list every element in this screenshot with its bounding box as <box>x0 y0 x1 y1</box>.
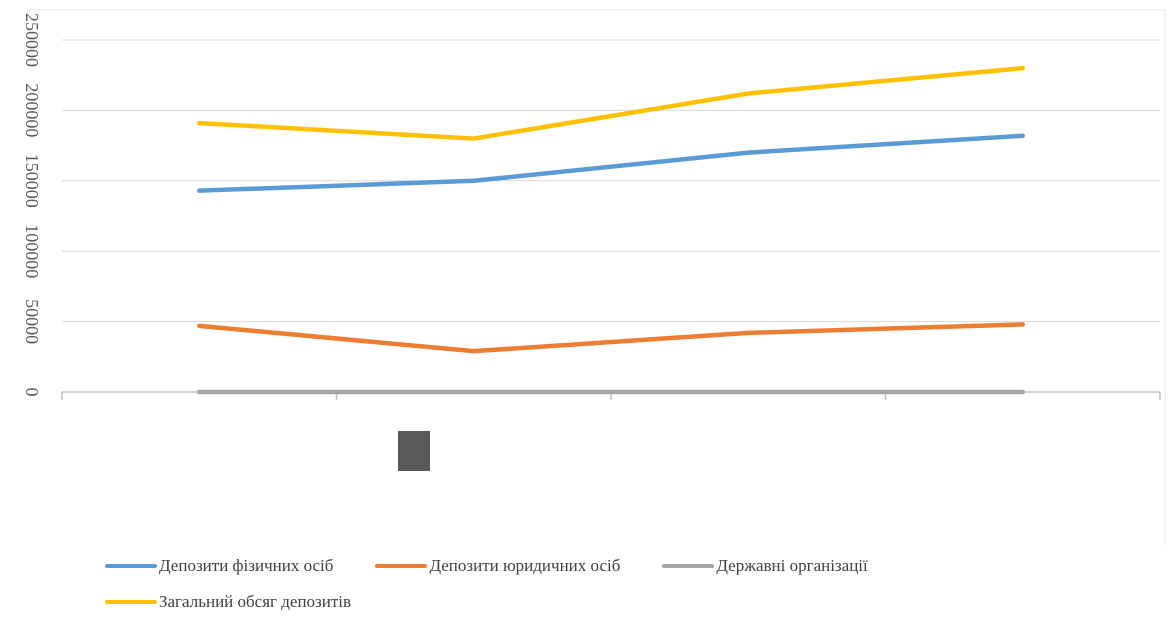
legend-item-4: Загальний обсяг депозитів <box>105 592 351 612</box>
series-line-4 <box>197 65 1025 141</box>
chart-legend: Депозити фізичних осіб Депозити юридичних… <box>105 556 1105 612</box>
series-line-2 <box>197 322 1025 354</box>
series-line-1 <box>197 133 1025 193</box>
legend-label: Загальний обсяг депозитів <box>159 592 352 611</box>
y-tick-label: 200000 <box>22 83 42 137</box>
y-tick-label: 0 <box>22 388 42 397</box>
legend-swatch <box>375 564 428 568</box>
y-tick-label: 50000 <box>22 299 42 344</box>
y-tick-label: 250000 <box>22 13 42 67</box>
legend-label: Депозити фізичних осіб <box>159 556 334 575</box>
line-chart: 0 50000 100000 150000 200000 250000 <box>22 9 1166 545</box>
legend-swatch <box>105 564 157 568</box>
legend-item-2: Депозити юридичних осіб <box>375 556 620 576</box>
legend-swatch <box>105 600 157 604</box>
legend-item-3: Державні організації <box>662 556 868 576</box>
gray-square-marker <box>398 431 430 471</box>
y-tick-label: 150000 <box>22 154 42 208</box>
legend-label: Депозити юридичних осіб <box>429 556 621 575</box>
legend-item-1: Депозити фізичних осіб <box>105 556 333 576</box>
legend-label: Державні організації <box>716 556 868 575</box>
legend-swatch <box>662 564 715 568</box>
y-tick-label: 100000 <box>22 224 42 278</box>
